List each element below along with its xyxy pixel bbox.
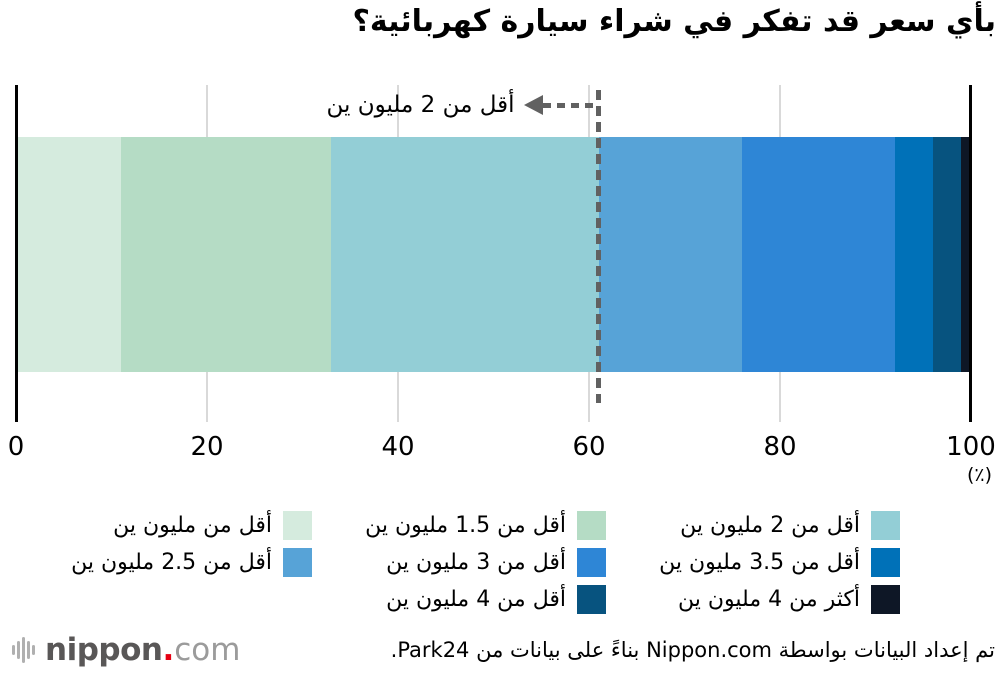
legend-swatch — [577, 585, 606, 614]
axis-unit-label: (٪) — [966, 464, 992, 486]
legend-swatch — [283, 511, 312, 540]
bar-segment — [598, 137, 742, 372]
legend-swatch — [871, 511, 900, 540]
legend-swatch — [871, 548, 900, 577]
legend-label: أكثر من 4 مليون ين — [678, 587, 860, 612]
legend-label: أقل من 4 مليون ين — [386, 587, 566, 612]
legend-item: أقل من 3 مليون ين — [312, 548, 606, 577]
legend-item: أقل من 4 مليون ين — [312, 585, 606, 614]
chart-title: بأي سعر قد تفكر في شراء سيارة كهربائية؟ — [352, 4, 997, 39]
logo-brand-text: nippon — [45, 632, 163, 668]
axis-right-spine — [969, 85, 972, 422]
legend-swatch — [283, 548, 312, 577]
arrow-left-icon — [523, 95, 543, 115]
legend-item: أقل من 3.5 مليون ين — [606, 548, 900, 577]
plot-area: أقل من 2 مليون ين — [15, 85, 972, 422]
legend-item: أقل من 2.5 مليون ين — [18, 548, 312, 577]
legend-label: أقل من 2.5 مليون ين — [71, 550, 272, 575]
legend-item: أقل من 1.5 مليون ين — [312, 511, 606, 540]
bar-segment — [961, 137, 971, 372]
x-tick-40: 40 — [381, 432, 415, 462]
soundwave-icon — [12, 637, 35, 663]
annotation-label: أقل من 2 مليون ين — [326, 92, 515, 118]
legend-item: أقل من مليون ين — [18, 511, 312, 540]
legend-item: أكثر من 4 مليون ين — [606, 585, 900, 614]
legend-label: أقل من 2 مليون ين — [680, 513, 860, 538]
x-axis-tick-labels: 0 20 40 60 80 100 — [8, 432, 996, 466]
logo-tld-text: com — [174, 632, 241, 668]
bar-segment — [331, 137, 599, 372]
nippon-logo: nippon. com — [12, 632, 240, 668]
x-tick-100: 100 — [946, 432, 996, 462]
legend-item: أقل من 2 مليون ين — [606, 511, 900, 540]
legend-swatch — [577, 511, 606, 540]
threshold-dashed-line — [596, 90, 602, 403]
legend-label: أقل من مليون ين — [113, 513, 272, 538]
x-tick-20: 20 — [190, 432, 224, 462]
annotation: أقل من 2 مليون ين — [326, 92, 599, 118]
legend-swatch — [577, 548, 606, 577]
x-tick-60: 60 — [572, 432, 606, 462]
bar-segment — [894, 137, 933, 372]
legend: أقل من 2 مليون ين أقل من 1.5 مليون ين أقل … — [18, 511, 900, 614]
bar-segment — [741, 137, 895, 372]
bar-segment — [932, 137, 962, 372]
x-tick-80: 80 — [763, 432, 797, 462]
legend-label: أقل من 3 مليون ين — [386, 550, 566, 575]
legend-label: أقل من 1.5 مليون ين — [365, 513, 566, 538]
x-tick-0: 0 — [7, 432, 25, 462]
bar-segment — [16, 137, 122, 372]
credit-text: تم إعداد البيانات بواسطة Nippon.com بناء… — [390, 638, 995, 662]
stacked-bar — [16, 137, 971, 372]
axis-left-spine — [15, 85, 18, 422]
arrow-dashed-shaft — [542, 102, 599, 108]
bar-segment — [121, 137, 332, 372]
legend-label: أقل من 3.5 مليون ين — [659, 550, 860, 575]
logo-dot: . — [162, 632, 175, 668]
legend-swatch — [871, 585, 900, 614]
